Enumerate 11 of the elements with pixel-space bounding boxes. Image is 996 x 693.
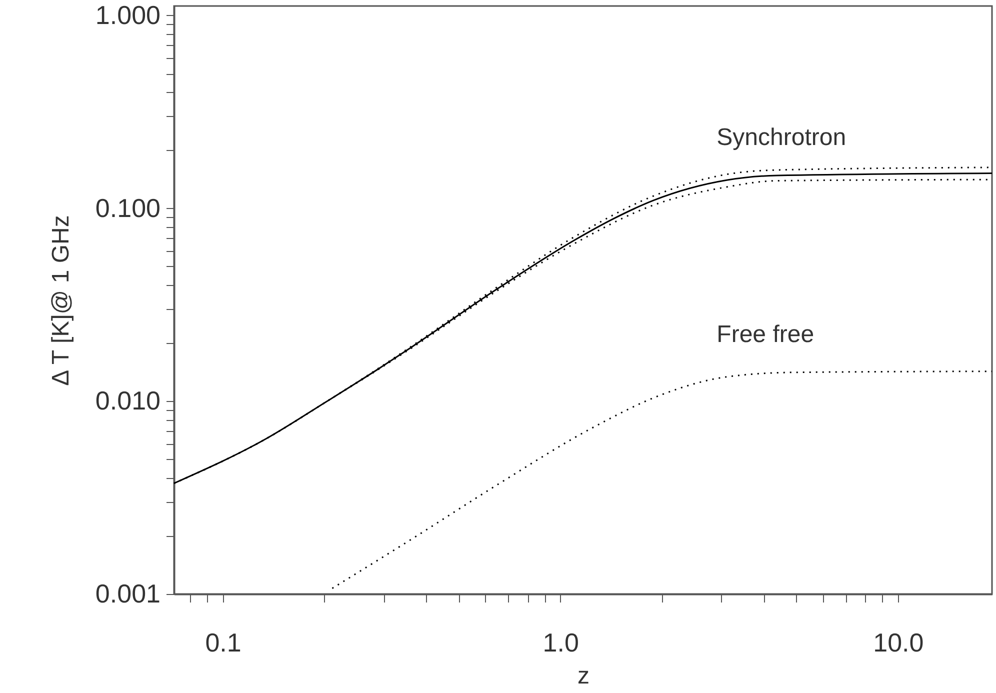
x-tick-label: 1.0 xyxy=(542,628,579,658)
x-tick-label: 10.0 xyxy=(873,628,924,658)
y-tick-label: 0.100 xyxy=(95,192,160,223)
y-tick-label: 0.010 xyxy=(95,386,160,416)
y-axis-title: Δ T [K]@ 1 GHz xyxy=(47,215,74,386)
x-axis-title: z xyxy=(578,662,590,690)
series-label: Synchrotron xyxy=(716,124,846,152)
y-tick-label: 1.000 xyxy=(95,0,160,30)
x-tick-label: 0.1 xyxy=(205,628,242,658)
y-tick-label: 0.001 xyxy=(95,578,160,608)
series-label: Free free xyxy=(716,320,814,348)
